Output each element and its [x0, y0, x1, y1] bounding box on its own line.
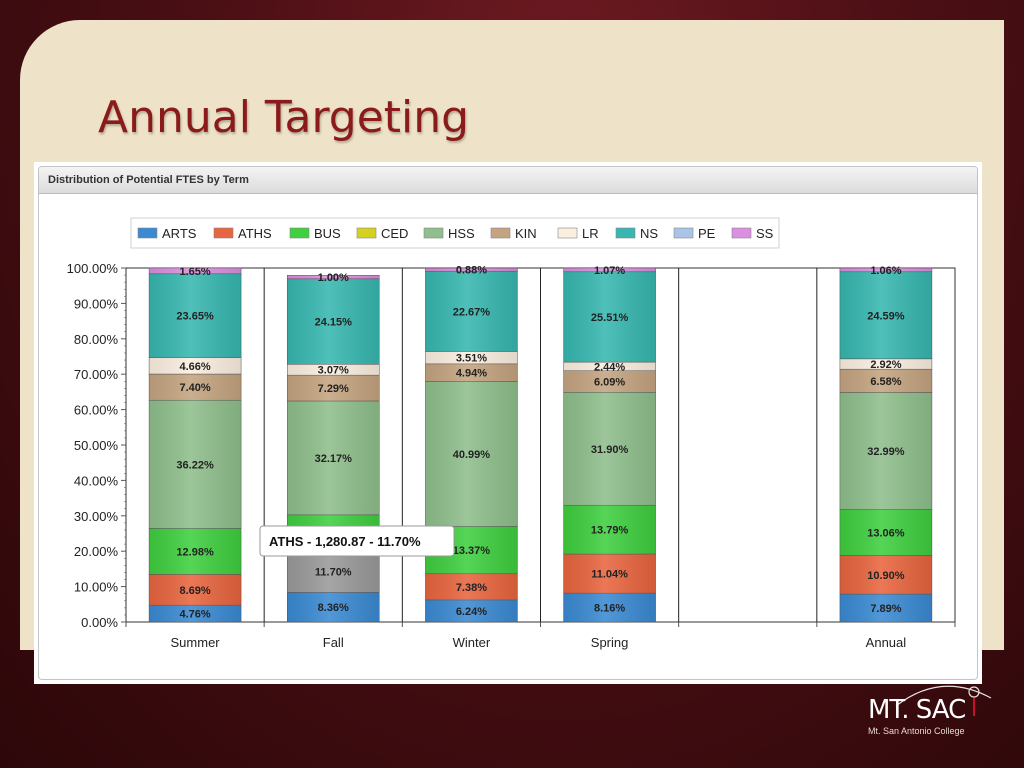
y-tick-label: 30.00%: [74, 509, 119, 524]
y-tick-label: 0.00%: [81, 615, 118, 630]
data-label: 25.51%: [591, 312, 629, 324]
y-tick-label: 10.00%: [74, 580, 119, 595]
data-label: 13.06%: [867, 527, 905, 539]
y-tick-label: 70.00%: [74, 367, 119, 382]
logo-arc-icon: [895, 685, 992, 716]
chart-container: Distribution of Potential FTES by Term A…: [34, 162, 982, 684]
data-label: 13.79%: [591, 525, 629, 537]
slide-title: Annual Targeting: [98, 92, 470, 143]
data-label: 6.09%: [594, 377, 625, 389]
legend-swatch-ss[interactable]: [731, 227, 752, 239]
logo-wordmark: MT. SAC: [868, 695, 966, 725]
data-label: 7.38%: [456, 582, 487, 594]
data-label: 4.94%: [456, 368, 487, 380]
data-label: 4.66%: [179, 361, 210, 373]
data-label: 24.59%: [867, 310, 905, 322]
tooltip-text: ATHS - 1,280.87 - 11.70%: [269, 534, 421, 549]
data-label: 10.90%: [867, 570, 905, 582]
legend-label-hss[interactable]: HSS: [448, 226, 475, 241]
data-label: 6.58%: [870, 376, 901, 388]
y-tick-label: 50.00%: [74, 438, 119, 453]
logo-subtitle: Mt. San Antonio College: [868, 726, 965, 736]
legend-label-lr[interactable]: LR: [582, 226, 599, 241]
legend-box: [130, 217, 780, 249]
x-tick-label: Winter: [453, 635, 491, 650]
data-label: 40.99%: [453, 449, 491, 461]
legend-label-ced[interactable]: CED: [381, 226, 408, 241]
legend-label-pe[interactable]: PE: [698, 226, 716, 241]
legend-label-bus[interactable]: BUS: [314, 226, 341, 241]
data-label: 2.44%: [594, 361, 625, 373]
data-label: 13.37%: [453, 545, 491, 557]
data-label: 3.07%: [318, 365, 349, 377]
y-tick-label: 90.00%: [74, 296, 119, 311]
data-label: 22.67%: [453, 306, 491, 318]
legend-swatch-ced[interactable]: [356, 227, 377, 239]
legend-label-arts[interactable]: ARTS: [162, 226, 197, 241]
data-label: 36.22%: [176, 459, 214, 471]
y-tick-label: 40.00%: [74, 473, 119, 488]
data-label: 0.88%: [456, 265, 487, 277]
data-label: 31.90%: [591, 444, 629, 456]
legend-swatch-pe[interactable]: [673, 227, 694, 239]
data-label: 11.70%: [315, 567, 352, 579]
data-label: 12.98%: [176, 546, 214, 558]
data-label: 7.29%: [318, 383, 349, 395]
x-tick-label: Spring: [591, 635, 629, 650]
tooltip: ATHS - 1,280.87 - 11.70%: [259, 525, 455, 557]
data-label: 4.76%: [179, 609, 210, 621]
data-label: 24.15%: [315, 317, 353, 329]
legend-swatch-ns[interactable]: [615, 227, 636, 239]
legend-swatch-lr[interactable]: [557, 227, 578, 239]
stacked-bar-chart: ARTS ATHS BUS CED HSS KIN LR NS PE SS 0.00% 10.00% 2…: [67, 217, 956, 650]
tooltip-box: [259, 525, 455, 557]
legend-swatch-bus[interactable]: [289, 227, 310, 239]
data-label: 32.17%: [315, 453, 353, 465]
data-label: 23.65%: [176, 311, 214, 323]
legend-swatch-aths[interactable]: [213, 227, 234, 239]
y-tick-label: 60.00%: [74, 403, 119, 418]
x-tick-label: Fall: [323, 635, 344, 650]
data-label: 11.04%: [591, 569, 628, 581]
data-label: 1.00%: [318, 272, 349, 284]
data-label: 7.89%: [870, 603, 901, 615]
y-tick-label: 100.00%: [67, 261, 119, 276]
data-label: 32.99%: [867, 446, 905, 458]
chart-panel-header: Distribution of Potential FTES by Term: [39, 167, 977, 194]
legend-label-kin[interactable]: KIN: [515, 226, 537, 241]
legend-swatch-hss[interactable]: [423, 227, 444, 239]
x-tick-label: Annual: [866, 635, 907, 650]
data-label: 7.40%: [179, 382, 210, 394]
legend-label-ns[interactable]: NS: [640, 226, 658, 241]
data-label: 2.92%: [870, 359, 901, 371]
data-label: 8.69%: [179, 585, 210, 597]
data-label: 1.06%: [870, 265, 901, 277]
data-label: 3.51%: [456, 353, 487, 365]
college-logo: MT. SAC Mt. San Antonio College: [868, 695, 966, 736]
data-label: 1.07%: [594, 265, 625, 277]
y-tick-label: 20.00%: [74, 544, 119, 559]
legend-swatch-kin[interactable]: [490, 227, 511, 239]
data-label: 8.16%: [594, 603, 625, 615]
data-label: 1.65%: [179, 266, 210, 278]
legend-label-ss[interactable]: SS: [756, 226, 774, 241]
legend-label-aths[interactable]: ATHS: [238, 226, 272, 241]
data-label: 8.36%: [318, 602, 349, 614]
legend-swatch-arts[interactable]: [137, 227, 158, 239]
y-tick-label: 80.00%: [74, 332, 119, 347]
data-label: 6.24%: [456, 606, 487, 618]
x-tick-label: Summer: [171, 635, 221, 650]
